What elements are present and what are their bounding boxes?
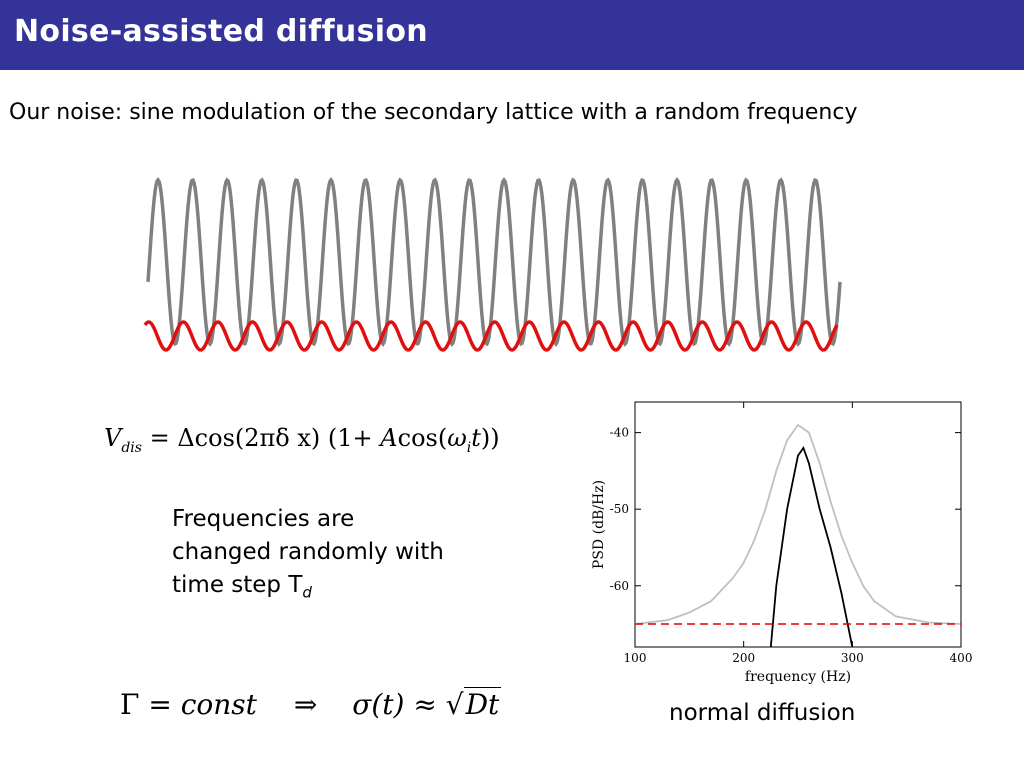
y-tick-label: -40 <box>610 426 629 440</box>
lattice-waves-illustration <box>143 177 842 352</box>
x-tick-label: 100 <box>624 651 647 665</box>
diffusion-formula: Γ = const ⇒ σ(t) ≈ √Dt <box>120 687 502 721</box>
x-axis-label: frequency (Hz) <box>745 669 851 685</box>
note-line-3: time step T <box>172 572 303 598</box>
formula-t: t <box>471 424 481 452</box>
formula-eq: = <box>148 688 172 721</box>
secondary-lattice-wave <box>143 320 839 352</box>
x-tick-label: 300 <box>841 651 864 665</box>
psd-series-0 <box>635 423 961 625</box>
formula-gamma: Γ <box>120 688 140 721</box>
psd-series-1 <box>769 445 854 647</box>
formula-rhs-c: )) <box>480 424 500 452</box>
slide-title: Noise-assisted diffusion <box>14 14 428 49</box>
x-tick-label: 200 <box>732 651 755 665</box>
frequency-note: Frequencies are changed randomly with ti… <box>172 503 444 610</box>
x-tick-label: 400 <box>950 651 973 665</box>
title-bar: Noise-assisted diffusion <box>0 0 1024 70</box>
psd-chart: 100 200 300 400 -40 -50 -60 frequency (Hz) PSD (… <box>591 401 973 685</box>
sqrt-icon: √ <box>445 688 464 721</box>
note-line-1: Frequencies are <box>172 506 355 532</box>
formula-Dt: Dt <box>463 687 502 721</box>
formula-rhs-b: cos( <box>397 424 448 452</box>
formula-omega-sub: i <box>466 439 472 456</box>
normal-diffusion-caption: normal diffusion <box>669 700 856 726</box>
y-tick-label: -50 <box>610 502 629 516</box>
plot-frame <box>634 401 962 648</box>
note-line-2: changed randomly with <box>172 539 444 565</box>
formula-const: const <box>180 688 257 721</box>
formula-V: V <box>104 424 122 452</box>
note-line-3-sub: d <box>302 583 312 602</box>
formula-A: A <box>380 424 398 452</box>
slide-subtitle: Our noise: sine modulation of the second… <box>9 100 858 125</box>
y-tick-label: -60 <box>610 579 629 593</box>
formula-omega: ω <box>447 424 467 452</box>
formula-sigma: σ <box>352 688 372 721</box>
formula-approx: ≈ <box>413 688 437 721</box>
y-axis-label: PSD (dB/Hz) <box>591 480 607 569</box>
formula-rhs-a: = Δcos(2πδ x) (1+ <box>149 424 381 452</box>
formula-implies: ⇒ <box>293 688 318 721</box>
formula-V-sub: dis <box>121 439 142 456</box>
formula-paren-t: (t) <box>371 688 405 721</box>
primary-lattice-wave <box>146 177 842 347</box>
potential-formula: Vdis = Δcos(2πδ x) (1+ Acos(ωit)) <box>104 424 500 456</box>
